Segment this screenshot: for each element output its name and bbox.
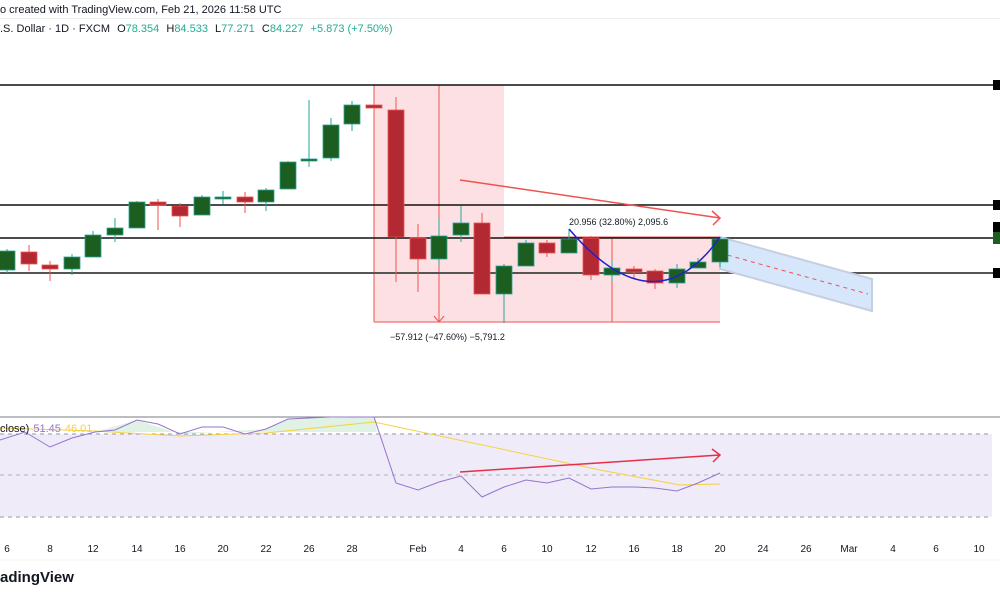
level-price-tag	[993, 222, 1000, 232]
symbol-title[interactable]: .S. Dollar · 1D · FXCM	[0, 23, 111, 35]
candle	[300, 100, 318, 167]
time-tick-label: 18	[671, 544, 683, 555]
time-tick-label: 12	[87, 544, 99, 555]
candle	[452, 206, 470, 242]
candle	[560, 229, 578, 254]
candle	[171, 203, 189, 227]
time-tick-label: 4	[890, 544, 896, 555]
time-tick-label: 26	[303, 544, 315, 555]
candle	[409, 224, 427, 292]
rsi-overbought-fill	[95, 417, 377, 434]
candle	[711, 237, 729, 267]
candle	[582, 236, 600, 280]
time-tick-label: 22	[260, 544, 272, 555]
time-tick-label: 26	[800, 544, 812, 555]
candle	[236, 192, 254, 213]
level-price-tag	[993, 80, 1000, 90]
tradingview-logo: adingView	[0, 569, 74, 586]
candle	[20, 245, 38, 271]
candle	[257, 188, 275, 211]
candle	[63, 254, 81, 275]
symbol-legend: .S. Dollar · 1D · FXCM O78.354 H84.533 L…	[0, 23, 393, 35]
candle	[343, 101, 361, 131]
candle	[646, 269, 664, 289]
time-tick-label: 16	[628, 544, 640, 555]
time-tick-label: 12	[585, 544, 597, 555]
open-label: O	[117, 23, 126, 35]
rsi-divergence-arrow[interactable]	[459, 454, 721, 473]
time-tick-label: 16	[174, 544, 186, 555]
candle	[387, 97, 405, 282]
change-value: +5.873 (+7.50%)	[310, 23, 393, 35]
time-tick-label: Feb	[409, 544, 427, 555]
rsi-legend: close) 51.45 46.01	[0, 423, 92, 435]
open-value: 78.354	[125, 23, 160, 35]
high-value: 84.533	[174, 23, 208, 35]
time-tick-label: Mar	[840, 544, 858, 555]
time-tick-label: 6	[933, 544, 939, 555]
projection-midline	[719, 252, 869, 295]
time-tick-label: 20	[217, 544, 229, 555]
candle	[0, 249, 16, 273]
close-value: 84.227	[269, 23, 304, 35]
time-tick-label: 28	[346, 544, 358, 555]
high-label: H	[166, 23, 175, 35]
time-tick-label: 24	[757, 544, 769, 555]
time-tick-label: 6	[4, 544, 10, 555]
candle	[322, 118, 340, 161]
rsi-ma-value: 46.01	[64, 423, 93, 435]
rsi-label[interactable]: close)	[0, 423, 30, 435]
time-tick-label: 8	[47, 544, 53, 555]
candle	[517, 240, 535, 267]
rsi-value: 51.45	[33, 423, 61, 435]
candle	[106, 218, 124, 242]
rise-measure-label: 20.956 (32.80%) 2,095.6	[569, 217, 669, 227]
time-tick-label: 10	[973, 544, 985, 555]
candle	[193, 195, 211, 216]
candle	[279, 161, 297, 190]
time-tick-label: 14	[131, 544, 143, 555]
low-label: L	[215, 23, 222, 35]
candle	[365, 101, 383, 145]
rsi-line	[0, 416, 721, 498]
candle	[495, 264, 513, 323]
candle	[149, 199, 167, 230]
time-tick-label: 4	[458, 544, 464, 555]
close-label: C	[261, 23, 270, 35]
candle	[84, 231, 102, 258]
drop-measure-label: −57.912 (−47.60%) −5,791.2	[390, 332, 505, 342]
candle	[625, 266, 643, 279]
time-tick-label: 20	[714, 544, 726, 555]
time-tick-label: 10	[541, 544, 553, 555]
level-price-tag	[993, 200, 1000, 210]
header-divider	[0, 18, 1000, 19]
low-value: 77.271	[221, 23, 255, 35]
time-tick-label: 6	[501, 544, 507, 555]
projection-channel[interactable]	[719, 235, 873, 313]
candle	[128, 201, 146, 229]
rsi-ma-line	[0, 421, 721, 486]
time-axis[interactable]: 6 8 12 14 16 20 22 26 28 Feb 4 6 10 12 16 18 20 24 26 Mar 4 6…	[0, 540, 1000, 560]
last-price-tag	[993, 232, 1000, 244]
snapshot-caption: o created with TradingView.com, Feb 21, …	[0, 4, 282, 16]
level-price-tag	[993, 268, 1000, 278]
candle	[41, 261, 59, 281]
candle	[473, 213, 491, 295]
downtrend-arrow[interactable]	[459, 179, 721, 219]
candle	[430, 218, 448, 265]
candle	[214, 191, 232, 204]
candle	[538, 240, 556, 257]
rounding-bottom-curve[interactable]	[568, 228, 721, 283]
